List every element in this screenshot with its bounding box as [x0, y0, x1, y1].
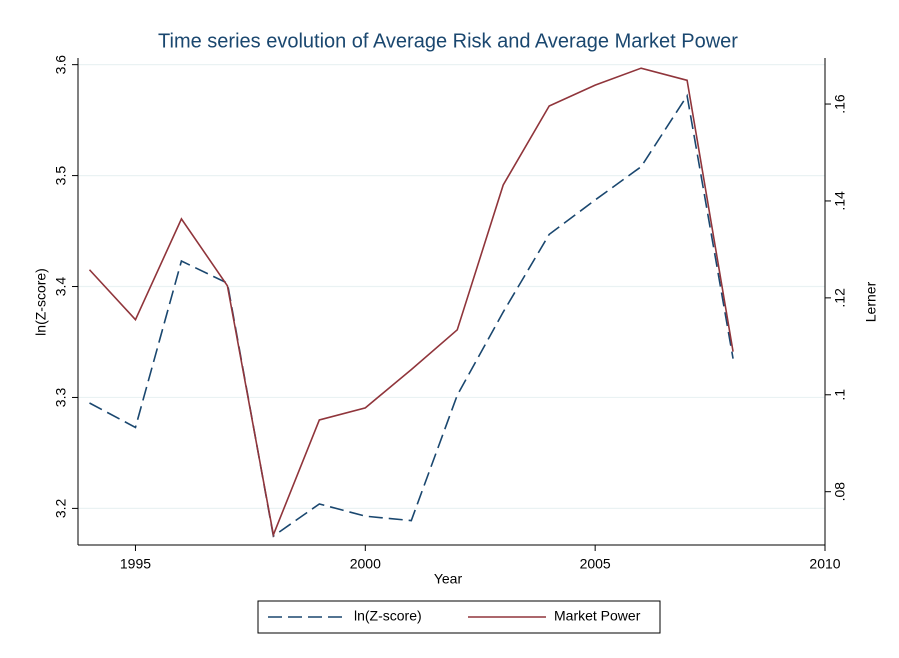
legend-label: ln(Z-score)	[354, 608, 422, 624]
series-line	[88, 67, 734, 538]
y-tick-label: 3.5	[53, 166, 69, 186]
y-tick-label: 3.2	[53, 498, 69, 518]
chart-title: Time series evolution of Average Risk an…	[158, 30, 738, 52]
y2-tick-label: .1	[832, 389, 848, 401]
series-line	[89, 93, 734, 538]
y-tick-label: 3.4	[53, 277, 69, 297]
y-tick-label: 3.3	[53, 388, 69, 408]
x-axis-label: Year	[434, 571, 463, 587]
legend-box	[257, 600, 661, 634]
x-tick-label: 1995	[120, 556, 151, 572]
legend-label: Market Power	[554, 608, 641, 624]
x-tick-label: 2000	[350, 556, 381, 572]
y2-axis-label: Lerner	[863, 281, 879, 322]
y-axis-label: ln(Z-score)	[33, 268, 49, 336]
y-tick-label: 3.6	[53, 55, 69, 75]
y2-tick-label: .16	[832, 94, 848, 114]
x-tick-label: 2010	[809, 556, 840, 572]
y2-tick-label: .08	[832, 482, 848, 502]
y2-tick-label: .14	[832, 191, 848, 211]
x-tick-label: 2005	[580, 556, 611, 572]
y2-tick-label: .12	[832, 288, 848, 308]
